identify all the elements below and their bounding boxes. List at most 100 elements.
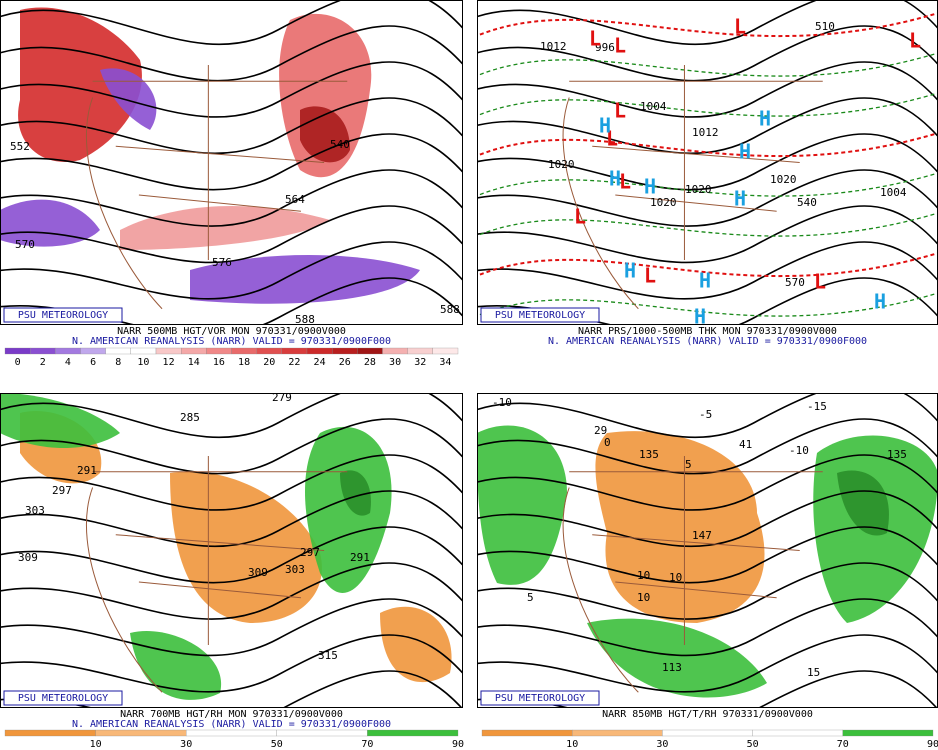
colorbar-label: 12 (163, 357, 175, 368)
colorbar-label: 20 (263, 357, 275, 368)
colorbar-swatch (332, 347, 358, 355)
contour-label: 29 (594, 424, 607, 437)
contour-label: 10 (637, 591, 650, 604)
shading (120, 206, 330, 250)
colorbar-swatch (357, 347, 383, 355)
thickness-contour (477, 92, 938, 117)
pressure-center: H (609, 167, 621, 191)
contour (0, 205, 463, 264)
colorbar-swatch (4, 729, 96, 737)
pressure-center: L (614, 99, 626, 123)
pressure-center: H (694, 305, 706, 329)
colorbar-swatch (382, 347, 408, 355)
colorbar-label: 14 (188, 357, 200, 368)
shading (477, 425, 567, 585)
colorbar-swatch (186, 729, 277, 737)
caption: NARR 700MB HGT/RH MON 970331/0900V000 (120, 709, 343, 720)
colorbar-swatch (407, 347, 433, 355)
colorbar-swatch (130, 347, 157, 355)
pressure-center: L (574, 205, 586, 229)
contour (0, 634, 463, 693)
contour-label: 1004 (880, 186, 907, 199)
contour-label: 285 (180, 411, 200, 424)
contour-label: 0 (604, 436, 611, 449)
colorbar-swatch (95, 729, 187, 737)
contour-label: 10 (637, 569, 650, 582)
contour-label: 540 (797, 196, 817, 209)
badge-box (3, 690, 123, 706)
borders (562, 65, 823, 310)
colorbar-swatch (276, 729, 368, 737)
contour-label: 291 (350, 551, 370, 564)
contour-label: 576 (212, 256, 232, 269)
borders (562, 456, 823, 693)
contour (477, 97, 938, 155)
contour (477, 454, 938, 511)
badge: PSU METEOROLOGY (495, 693, 585, 704)
contour-label: 315 (318, 649, 338, 662)
contour-label: -10 (789, 444, 809, 457)
subcaption: N. AMERICAN REANALYSIS (NARR) VALID = 97… (548, 336, 867, 347)
contour (477, 25, 938, 82)
colorbar-swatch (155, 347, 182, 355)
panel: 570 576 564 540 552 588 588 PSU METEOROLOGY NARR… (0, 0, 463, 368)
colorbar-swatch (572, 729, 663, 737)
contour (477, 133, 938, 191)
contour (477, 418, 938, 475)
colorbar-label: 50 (271, 739, 283, 750)
pressure-center: H (699, 269, 711, 293)
contour (0, 598, 463, 657)
contour (477, 61, 938, 118)
pressure-center: H (739, 140, 751, 164)
contour (0, 562, 463, 620)
contour (477, 393, 938, 439)
colorbar-label: 32 (414, 357, 426, 368)
caption: NARR PRS/1000-500MB THK MON 970331/0900V… (578, 326, 837, 337)
colorbar-label: 30 (389, 357, 401, 368)
colorbar-label: 10 (566, 739, 578, 750)
caption: NARR 500MB HGT/VOR MON 970331/0900V000 (117, 326, 346, 337)
contour-label: 291 (77, 464, 97, 477)
badge-box (480, 307, 600, 323)
contour-label: 5 (527, 591, 534, 604)
colorbar-swatch (231, 347, 257, 355)
contour-label: 303 (285, 563, 305, 576)
contour-label: 570 (15, 238, 35, 251)
colorbar-label: 16 (213, 357, 225, 368)
contour (477, 526, 938, 584)
thickness-contour (477, 131, 938, 158)
contour-label: 1020 (548, 158, 575, 171)
contour (477, 634, 938, 693)
contour-label: 309 (248, 566, 268, 579)
colorbar-label: 70 (361, 739, 373, 750)
colorbar-swatch (256, 347, 282, 355)
colorbar-label: 50 (747, 739, 759, 750)
shading (190, 255, 420, 304)
contour (0, 0, 463, 46)
contour (477, 598, 938, 657)
pressure-center: L (589, 27, 601, 51)
contour-label: 15 (807, 666, 820, 679)
pressure-center: H (734, 187, 746, 211)
contour (0, 25, 463, 82)
shading (305, 426, 392, 593)
colorbar-swatch (55, 347, 81, 355)
contour (477, 562, 938, 620)
pressure-center: H (874, 290, 886, 314)
map: -10 -5 -15 -10 290 135 41 5 147 135 10 10 10 5 113 15 (477, 393, 938, 708)
contour (0, 61, 463, 118)
colorbar-swatch (30, 347, 56, 355)
contour-label: -5 (699, 408, 712, 421)
panel: 1012 1004 1012 1020 1020 1004 996 1020 570 540 510… (477, 0, 938, 347)
contour-label: 303 (25, 504, 45, 517)
colorbar-swatch (80, 347, 106, 355)
pressure-center: H (599, 114, 611, 138)
colorbar-swatch (842, 729, 934, 737)
panel: 285 279 291 297 303 309 309 303 297 291 315 PSU MET… (0, 393, 464, 750)
contour-label: 135 (639, 448, 659, 461)
contour-label: 588 (295, 313, 315, 326)
contour (0, 241, 463, 300)
contour (0, 526, 463, 584)
contour (0, 393, 463, 439)
